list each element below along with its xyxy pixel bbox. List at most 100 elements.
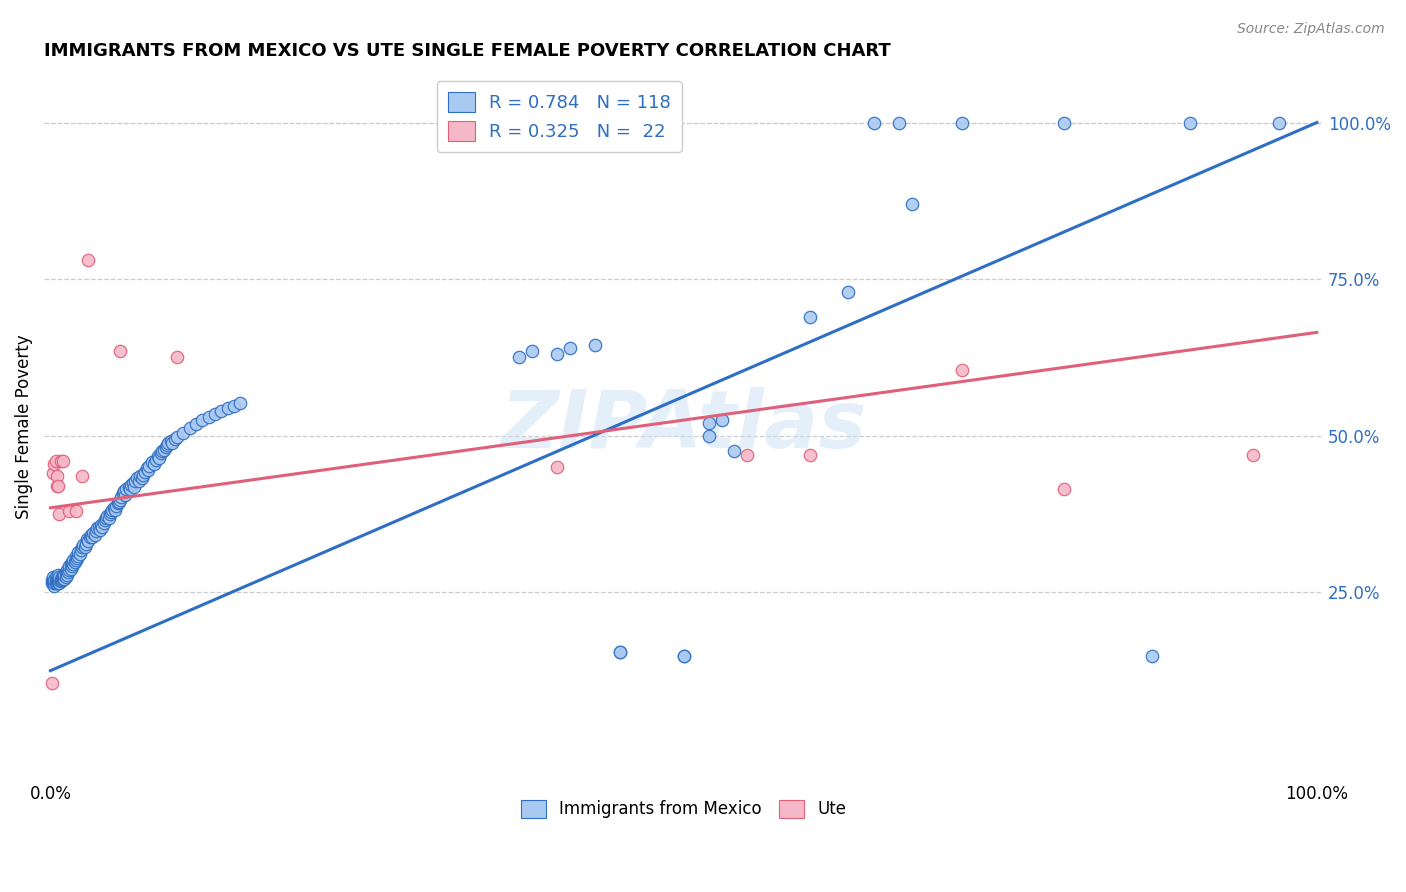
Point [46,567,69,582]
Point [150,444,173,458]
Point [82,530,104,544]
Point [900,197,922,211]
Point [128,474,150,488]
Point [143,457,166,471]
Point [583,338,606,352]
Point [48,570,70,584]
Point [735,448,758,462]
Point [166,430,188,444]
Point [197,409,219,424]
Point [672,649,695,664]
Point [83,525,105,540]
Point [105,499,128,513]
Point [112,483,135,498]
Point [77,534,100,549]
Point [697,429,720,443]
Point [108,344,131,359]
Point [55,566,77,580]
Point [1268,115,1291,129]
Point [48,576,70,591]
Point [138,458,160,473]
Point [1052,482,1074,496]
Text: ZIPAtlas: ZIPAtlas [501,387,866,466]
Text: IMMIGRANTS FROM MEXICO VS UTE SINGLE FEMALE POVERTY CORRELATION CHART: IMMIGRANTS FROM MEXICO VS UTE SINGLE FEM… [44,42,891,60]
Point [58,504,80,518]
Point [44,576,66,591]
Point [51,570,73,584]
Point [157,436,180,450]
Point [115,482,138,496]
Point [108,494,131,508]
Point [103,500,125,515]
Point [100,505,122,519]
Point [98,507,121,521]
Point [124,474,146,488]
Point [520,344,543,359]
Point [160,436,183,450]
Point [104,502,127,516]
Point [53,567,76,582]
Point [217,401,239,415]
Point [697,416,720,430]
Point [56,564,79,578]
Point [49,572,72,586]
Point [41,676,63,690]
Point [1178,115,1201,129]
Point [42,576,65,591]
Point [191,413,214,427]
Point [155,440,177,454]
Point [42,570,65,584]
Point [44,457,66,471]
Point [145,452,167,467]
Point [125,471,148,485]
Point [45,572,67,586]
Point [121,477,143,491]
Point [136,463,159,477]
Point [58,559,80,574]
Point [65,549,87,563]
Point [45,469,67,483]
Point [96,508,118,523]
Point [94,513,117,527]
Point [93,516,115,531]
Point [114,488,136,502]
Point [609,645,631,659]
Point [52,572,75,586]
Point [672,649,695,664]
Point [209,403,232,417]
Point [120,482,142,496]
Point [148,450,170,465]
Point [73,541,96,555]
Point [121,475,143,490]
Point [159,434,181,448]
Point [46,572,69,586]
Point [52,567,75,582]
Point [129,469,152,483]
Point [204,407,226,421]
Point [132,467,155,482]
Point [77,253,100,268]
Point [950,115,973,129]
Point [45,479,67,493]
Point [46,574,69,588]
Point [179,421,201,435]
Point [69,542,91,557]
Point [122,480,145,494]
Point [91,519,114,533]
Point [62,557,84,571]
Point [86,521,108,535]
Point [108,492,131,507]
Point [52,454,75,468]
Point [60,559,83,574]
Point [887,115,910,129]
Point [149,446,172,460]
Point [56,566,79,580]
Point [44,570,66,584]
Point [166,351,188,365]
Point [184,417,207,432]
Point [110,490,132,504]
Point [65,553,87,567]
Point [44,454,66,468]
Point [799,448,821,462]
Point [44,573,66,587]
